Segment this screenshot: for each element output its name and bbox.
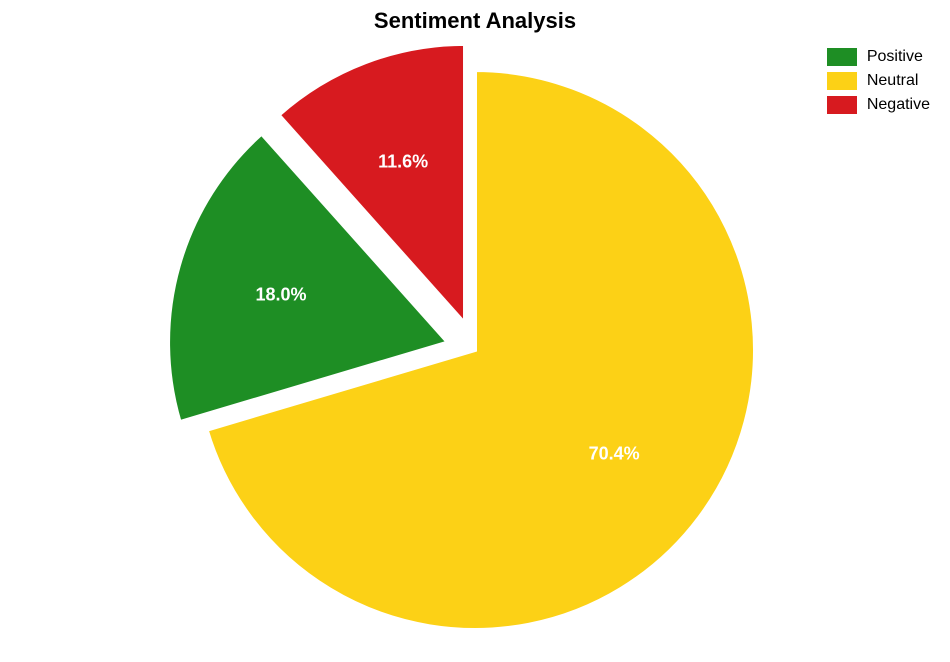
sentiment-pie-chart: Sentiment Analysis PositiveNeutralNegati… xyxy=(0,0,950,662)
legend-label: Positive xyxy=(867,48,923,66)
legend-item-negative: Negative xyxy=(827,96,930,114)
legend-swatch xyxy=(827,96,857,114)
slice-label-neutral: 70.4% xyxy=(589,443,640,464)
legend-swatch xyxy=(827,72,857,90)
chart-legend: Positive Neutral Negative xyxy=(827,48,930,120)
legend-label: Negative xyxy=(867,96,930,114)
legend-swatch xyxy=(827,48,857,66)
legend-label: Neutral xyxy=(867,72,919,90)
slice-label-negative: 11.6% xyxy=(378,151,428,172)
pie-svg xyxy=(0,0,950,662)
legend-item-neutral: Neutral xyxy=(827,72,930,90)
slice-label-positive: 18.0% xyxy=(256,284,307,305)
legend-item-positive: Positive xyxy=(827,48,930,66)
